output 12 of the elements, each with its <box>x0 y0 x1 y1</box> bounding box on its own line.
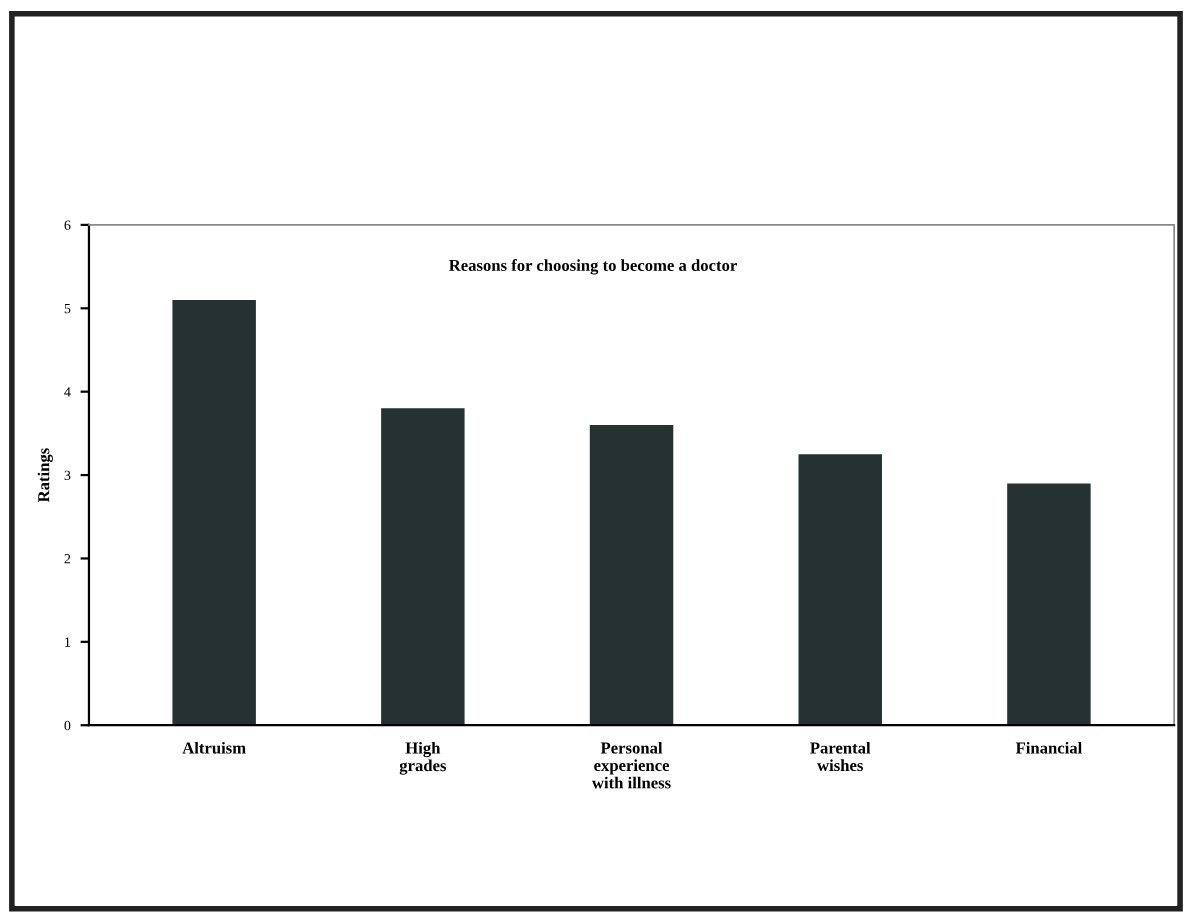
x-tick-label: Financial <box>1015 741 1082 754</box>
bar <box>172 299 256 726</box>
bar <box>589 425 674 726</box>
bar <box>381 408 465 726</box>
bar <box>1007 483 1091 726</box>
x-tick-label: High grades <box>399 741 447 775</box>
text: Reasons for choosing to become a doctor <box>449 259 737 275</box>
x-tick-label: Parental wishes <box>810 741 871 772</box>
y-axis-title: Ratings <box>37 448 53 503</box>
bar <box>798 454 882 726</box>
x-tick-label: Altruism <box>182 741 246 754</box>
x-tick-label: Personal experience with illness <box>592 741 671 789</box>
